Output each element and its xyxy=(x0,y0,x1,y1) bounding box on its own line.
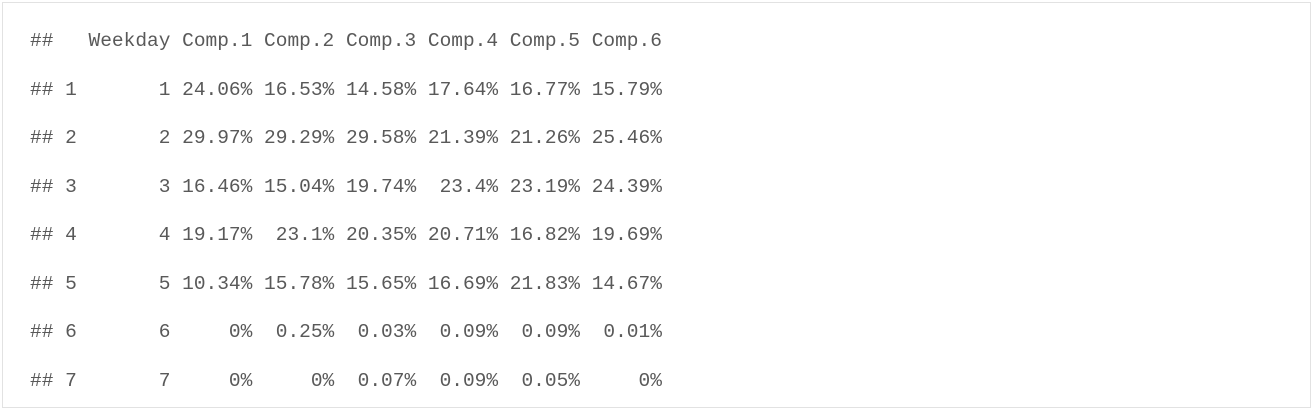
table-row: ## 1 1 24.06% 16.53% 14.58% 17.64% 16.77… xyxy=(30,76,662,125)
table-row: ## 6 6 0% 0.25% 0.03% 0.09% 0.09% 0.01% xyxy=(30,318,662,367)
table-row: ## 7 7 0% 0% 0.07% 0.09% 0.05% 0% xyxy=(30,367,662,415)
table-header-line: ## Weekday Comp.1 Comp.2 Comp.3 Comp.4 C… xyxy=(30,27,662,76)
table-row: ## 2 2 29.97% 29.29% 29.58% 21.39% 21.26… xyxy=(30,124,662,173)
console-output-block: ## Weekday Comp.1 Comp.2 Comp.3 Comp.4 C… xyxy=(2,2,1311,408)
table-row: ## 4 4 19.17% 23.1% 20.35% 20.71% 16.82%… xyxy=(30,221,662,270)
output-table: ## Weekday Comp.1 Comp.2 Comp.3 Comp.4 C… xyxy=(30,27,662,415)
table-row: ## 5 5 10.34% 15.78% 15.65% 16.69% 21.83… xyxy=(30,270,662,319)
table-row: ## 3 3 16.46% 15.04% 19.74% 23.4% 23.19%… xyxy=(30,173,662,222)
